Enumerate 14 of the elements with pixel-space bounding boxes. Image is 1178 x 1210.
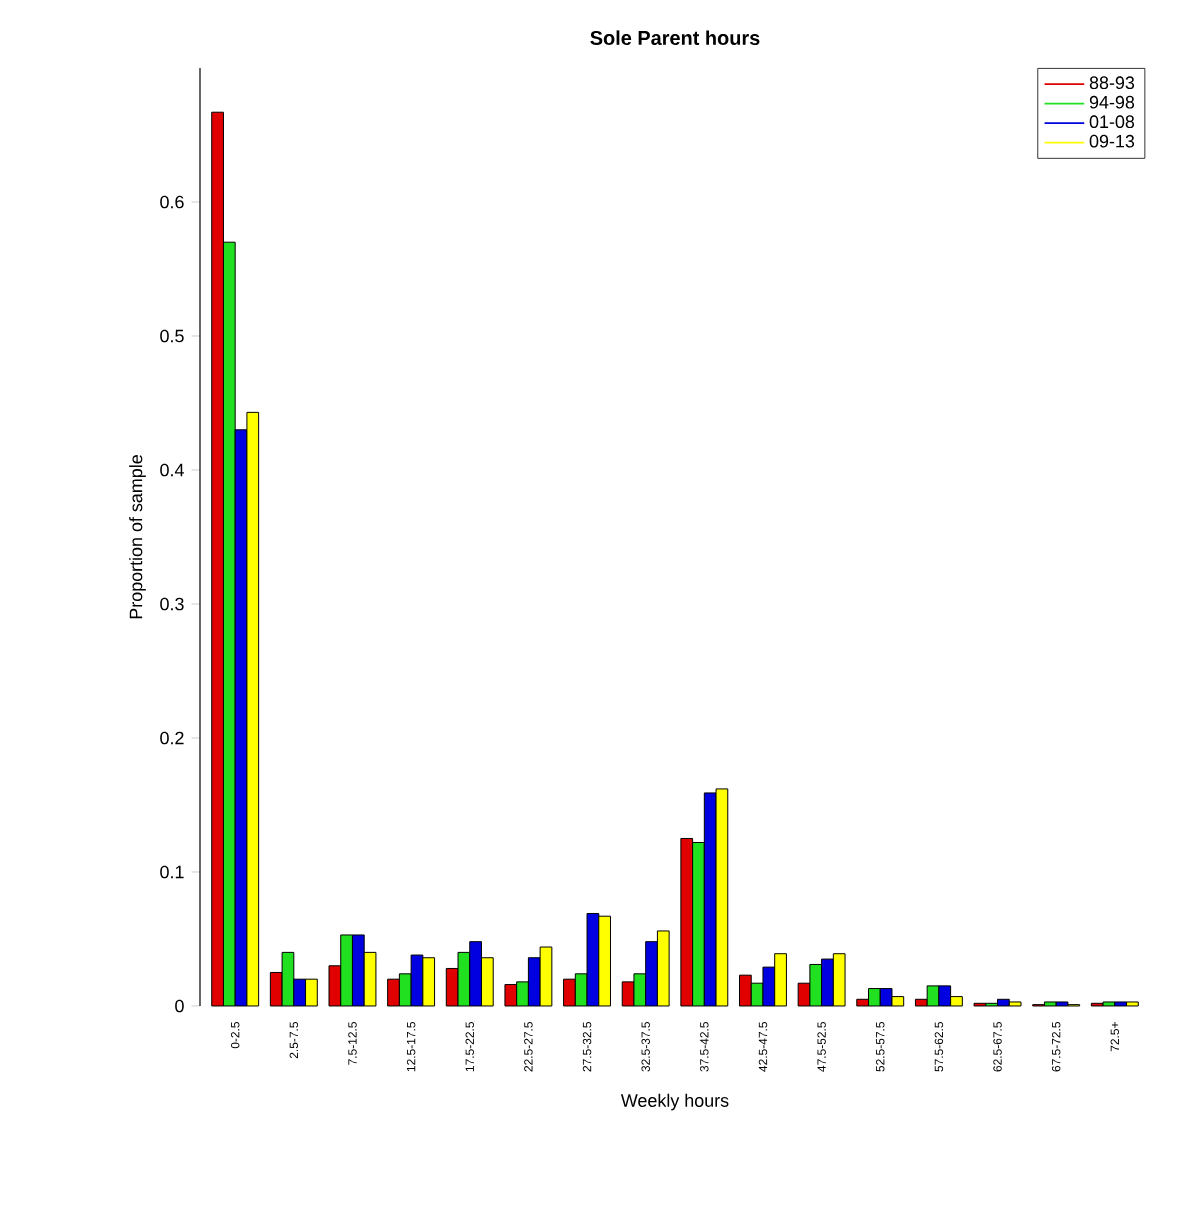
y-tick-label: 0.2 <box>160 731 184 745</box>
legend-label: 94-98 <box>1089 95 1135 109</box>
legend-label: 01-08 <box>1089 115 1135 129</box>
legend-label: 09-13 <box>1089 134 1135 148</box>
y-tick-label: 0.1 <box>160 865 184 879</box>
y-tick-label: 0.5 <box>160 329 184 343</box>
x-axis-title: Weekly hours <box>620 1093 729 1111</box>
y-tick-label: 0.4 <box>160 463 184 477</box>
legend-label: 88-93 <box>1089 76 1135 90</box>
y-tick-label: 0.6 <box>160 195 184 209</box>
chart-title: Sole Parent hours <box>590 30 760 46</box>
y-tick-label: 0.3 <box>160 597 184 611</box>
y-tick-label: 0 <box>175 999 184 1013</box>
y-axis-title: Proportion of sample <box>129 455 146 619</box>
